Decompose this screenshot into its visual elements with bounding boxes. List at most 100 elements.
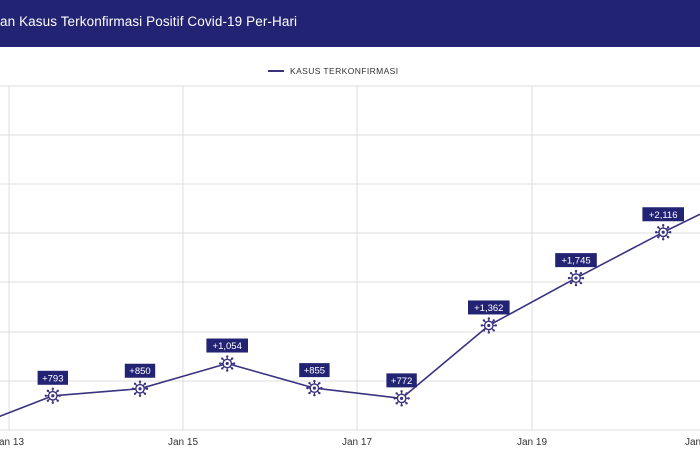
data-label: +855 bbox=[304, 366, 325, 377]
virus-spike-tip bbox=[320, 386, 323, 390]
data-label: +772 bbox=[391, 376, 412, 387]
virus-spike-tip bbox=[221, 367, 224, 370]
data-label-box bbox=[642, 207, 684, 222]
virus-spike-tip bbox=[666, 226, 670, 229]
virus-core bbox=[51, 394, 55, 398]
virus-spike-tip bbox=[579, 271, 583, 275]
x-tick-label: Jan 19 bbox=[517, 437, 547, 448]
virus-spike-tip bbox=[133, 382, 137, 385]
legend-line-swatch bbox=[268, 70, 284, 72]
data-label: +1,362 bbox=[474, 303, 503, 314]
virus-spike-tip bbox=[51, 401, 54, 404]
virus-spike-tip bbox=[400, 390, 403, 393]
virus-spike-tip bbox=[143, 382, 147, 385]
data-point-marker bbox=[480, 317, 497, 334]
virus-spike-tip bbox=[657, 236, 660, 239]
virus-spike-tip bbox=[44, 394, 47, 397]
data-label-box bbox=[37, 370, 68, 385]
virus-spike-tip bbox=[482, 329, 486, 332]
x-tick-label: Jan 15 bbox=[168, 437, 198, 448]
virus-spike-tip bbox=[395, 392, 398, 395]
virus-spike-tip bbox=[226, 369, 229, 372]
virus-spike-tip bbox=[494, 324, 497, 327]
virus-spike-tip bbox=[318, 391, 321, 395]
virus-spike-tip bbox=[133, 392, 137, 395]
virus-spike-tip bbox=[308, 381, 311, 385]
virus-spike-tip bbox=[569, 281, 573, 285]
data-label-box bbox=[386, 373, 417, 388]
x-tick-label: Jan 17 bbox=[342, 437, 372, 448]
virus-spike-tip bbox=[56, 399, 59, 402]
data-label: +2,116 bbox=[649, 210, 678, 221]
virus-core bbox=[312, 386, 316, 390]
virus-core bbox=[138, 387, 142, 391]
data-point-marker bbox=[131, 380, 149, 397]
virus-spike-tip bbox=[395, 402, 398, 405]
data-label-box bbox=[555, 253, 597, 268]
virus-spike-tip bbox=[405, 392, 408, 395]
legend[interactable]: KASUS TERKONFIRMASI bbox=[268, 64, 399, 78]
data-point-marker bbox=[393, 390, 410, 407]
data-label: +1,745 bbox=[561, 256, 590, 267]
legend-label: KASUS TERKONFIRMASI bbox=[290, 66, 399, 76]
data-label-box bbox=[468, 300, 510, 315]
virus-spike-tip bbox=[318, 381, 321, 385]
virus-spike-tip bbox=[230, 357, 234, 360]
virus-spike-tip bbox=[393, 397, 396, 400]
virus-spike-tip bbox=[131, 387, 135, 390]
virus-spike-tip bbox=[492, 319, 495, 322]
virus-spike-tip bbox=[306, 386, 309, 390]
virus-core bbox=[661, 230, 665, 234]
virus-spike-tip bbox=[569, 271, 573, 275]
virus-spike-tip bbox=[308, 391, 311, 395]
x-tick-label: Jan bbox=[685, 437, 700, 448]
virus-core bbox=[400, 396, 404, 400]
virus-spike-tip bbox=[51, 387, 54, 390]
virus-core bbox=[487, 323, 491, 328]
virus-spike-tip bbox=[407, 397, 410, 400]
virus-spike-tip bbox=[219, 362, 222, 365]
virus-spike-tip bbox=[46, 389, 50, 393]
data-label: +1,054 bbox=[213, 341, 242, 352]
virus-spike-tip bbox=[145, 387, 149, 390]
virus-spike-tip bbox=[657, 226, 660, 229]
virus-spike-tip bbox=[233, 362, 236, 365]
virus-spike-tip bbox=[487, 317, 490, 320]
virus-spike-tip bbox=[400, 404, 403, 407]
virus-spike-tip bbox=[313, 379, 316, 383]
virus-spike-tip bbox=[662, 238, 665, 241]
virus-spike-tip bbox=[487, 331, 490, 334]
virus-spike-tip bbox=[138, 394, 142, 397]
virus-spike-tip bbox=[662, 224, 665, 227]
virus-spike-tip bbox=[230, 367, 234, 370]
virus-spike-tip bbox=[574, 283, 578, 287]
virus-spike-tip bbox=[579, 281, 583, 285]
virus-core bbox=[225, 361, 229, 366]
virus-spike-tip bbox=[56, 389, 59, 393]
data-label-box bbox=[206, 338, 248, 353]
virus-spike-tip bbox=[581, 276, 585, 280]
virus-spike-tip bbox=[574, 269, 578, 273]
virus-spike-tip bbox=[46, 399, 50, 402]
virus-spike-tip bbox=[143, 392, 147, 395]
data-label-box bbox=[299, 363, 330, 378]
virus-spike-tip bbox=[313, 393, 316, 397]
virus-spike-tip bbox=[482, 319, 486, 322]
title-bar: an Kasus Terkonfirmasi Positif Covid-19 … bbox=[0, 0, 700, 47]
data-label: +850 bbox=[129, 366, 150, 377]
data-label-box bbox=[124, 363, 156, 378]
virus-spike-tip bbox=[567, 276, 571, 280]
chart-title: an Kasus Terkonfirmasi Positif Covid-19 … bbox=[0, 14, 298, 29]
data-label: +793 bbox=[42, 373, 63, 384]
virus-spike-tip bbox=[221, 357, 224, 360]
virus-spike-tip bbox=[655, 231, 658, 234]
data-point-marker bbox=[567, 269, 585, 287]
virus-spike-tip bbox=[405, 402, 408, 405]
data-point-marker bbox=[44, 387, 61, 404]
data-point-marker bbox=[219, 355, 236, 372]
virus-spike-tip bbox=[58, 394, 61, 397]
virus-spike-tip bbox=[226, 355, 229, 358]
series-line-continuation bbox=[662, 213, 700, 233]
virus-spike-tip bbox=[669, 231, 672, 234]
